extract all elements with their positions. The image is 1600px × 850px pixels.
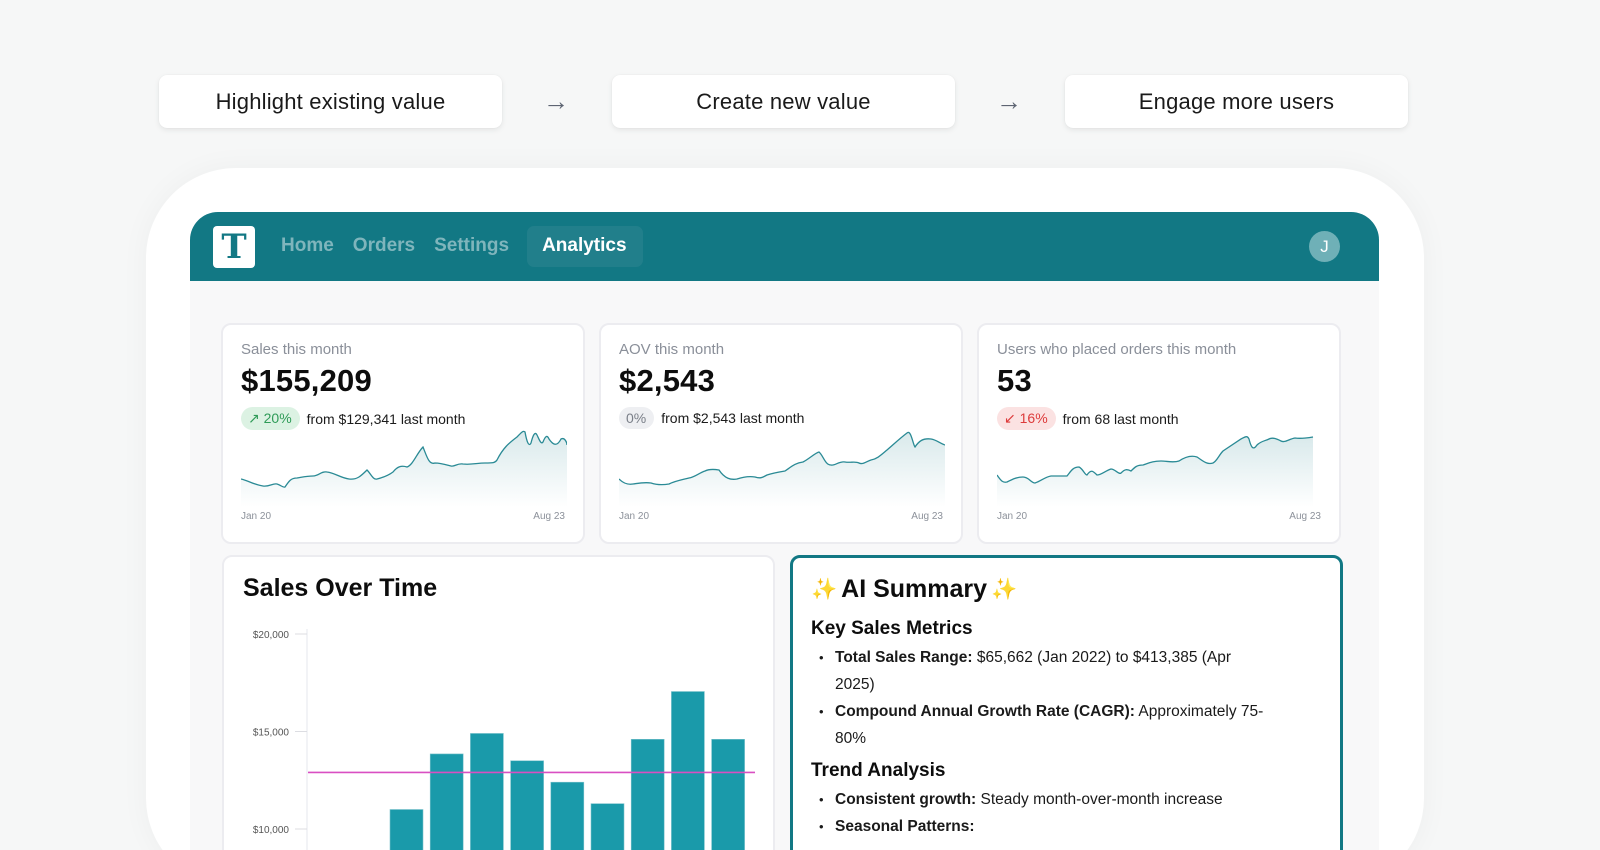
kpi-value: $155,209: [241, 363, 372, 398]
kpi-delta-text: from 68 last month: [1062, 410, 1179, 427]
flow-step-create: Create new value: [612, 75, 955, 128]
logo-icon[interactable]: T: [213, 225, 255, 268]
trend-flat-badge: 0%: [619, 407, 655, 429]
flow-step-highlight: Highlight existing value: [159, 75, 502, 128]
list-item: Total Sales Range: $65,662 (Jan 2022) to…: [811, 644, 1271, 698]
axis-start-label: Jan 20: [997, 511, 1028, 522]
ai-summary-title: ✨ AI Summary ✨: [811, 575, 1021, 604]
sparkline-sales: [241, 430, 567, 507]
kpi-value: 53: [997, 363, 1032, 398]
key-metrics-list: Total Sales Range: $65,662 (Jan 2022) to…: [811, 644, 1320, 752]
axis-start-label: Jan 20: [619, 511, 650, 522]
kpi-card-users: Users who placed orders this month 53 ↙ …: [977, 323, 1341, 544]
arrow-right-icon: →: [996, 86, 1022, 116]
sparkline-axis: Jan 20 Aug 23: [619, 511, 943, 522]
kpi-label: Users who placed orders this month: [997, 341, 1237, 358]
axis-end-label: Aug 23: [1289, 511, 1321, 522]
section-heading: Trend Analysis: [811, 760, 946, 781]
panel-title: Sales Over Time: [243, 574, 438, 602]
trend-down-badge: ↙ 16%: [997, 407, 1056, 430]
svg-text:$15,000: $15,000: [253, 728, 290, 739]
top-nav: T Home Orders Settings Analytics J: [190, 212, 1379, 281]
kpi-card-aov: AOV this month $2,543 0% from $2,543 las…: [599, 323, 963, 544]
flow-step-engage: Engage more users: [1065, 75, 1408, 128]
user-avatar[interactable]: J: [1309, 231, 1340, 262]
ai-summary-panel: ✨ AI Summary ✨ Key Sales Metrics Total S…: [790, 555, 1343, 850]
axis-end-label: Aug 23: [911, 511, 943, 522]
list-item: Consistent growth: Steady month-over-mon…: [811, 786, 1271, 813]
axis-start-label: Jan 20: [241, 511, 272, 522]
ai-summary-content: Key Sales Metrics Total Sales Range: $65…: [811, 618, 1320, 848]
trend-up-badge: ↗ 20%: [241, 407, 300, 430]
svg-text:$20,000: $20,000: [253, 630, 290, 641]
kpi-value: $2,543: [619, 363, 716, 398]
svg-text:$10,000: $10,000: [253, 825, 290, 836]
sales-bar-chart: $10,000 $15,000 $20,000: [253, 629, 755, 850]
kpi-delta: 0% from $2,543 last month: [619, 407, 804, 429]
axis-end-label: Aug 23: [533, 511, 565, 522]
ai-summary-title-text: AI Summary: [841, 575, 988, 603]
list-item: Seasonal Patterns:: [811, 813, 1271, 840]
list-item: Compound Annual Growth Rate (CAGR): Appr…: [811, 698, 1271, 752]
sparkline-axis: Jan 20 Aug 23: [241, 511, 565, 522]
nav-item-orders[interactable]: Orders: [352, 235, 416, 256]
trend-analysis-list: Consistent growth: Steady month-over-mon…: [811, 786, 1320, 840]
kpi-delta-text: from $129,341 last month: [306, 410, 466, 427]
kpi-delta: ↙ 16% from 68 last month: [997, 407, 1179, 430]
nav-item-home[interactable]: Home: [281, 235, 334, 256]
kpi-delta-text: from $2,543 last month: [661, 410, 805, 426]
arrow-right-icon: →: [543, 86, 569, 116]
kpi-label: AOV this month: [619, 341, 725, 358]
nav-menu: Home Orders Settings Analytics: [271, 226, 643, 267]
nav-item-settings[interactable]: Settings: [434, 235, 510, 256]
nav-item-analytics[interactable]: Analytics: [527, 226, 643, 267]
kpi-delta: ↗ 20% from $129,341 last month: [241, 407, 465, 430]
kpi-card-sales: Sales this month $155,209 ↗ 20% from $12…: [221, 323, 585, 544]
value-flow: Highlight existing value → Create new va…: [159, 75, 1408, 128]
sparkline-axis: Jan 20 Aug 23: [997, 511, 1321, 522]
sparkline-users: [997, 436, 1314, 507]
section-heading: Key Sales Metrics: [811, 618, 973, 639]
sparkles-icon: ✨: [811, 577, 838, 601]
sales-over-time-panel: Sales Over Time $10,000 $15,000 $20,000: [222, 555, 775, 850]
kpi-label: Sales this month: [241, 341, 352, 358]
sparkline-aov: [619, 431, 945, 507]
sparkles-icon: ✨: [991, 577, 1018, 601]
